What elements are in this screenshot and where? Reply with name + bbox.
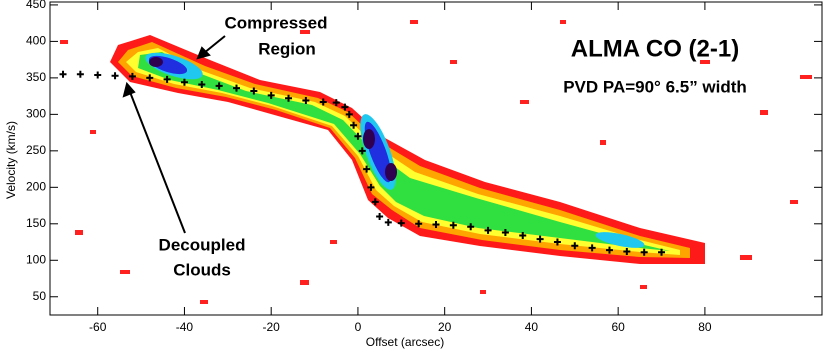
plus-marker: [180, 78, 188, 86]
x-tick-label: -40: [176, 320, 194, 334]
x-axis-label: Offset (arcsec): [366, 335, 444, 349]
plot-frame: [49, 1, 823, 316]
y-tick-label: 100: [26, 252, 46, 266]
plus-marker: [332, 99, 340, 107]
noise: [60, 20, 812, 304]
plus-marker: [285, 94, 293, 102]
x-tick-label: 20: [438, 320, 452, 334]
plus-marker: [59, 70, 67, 78]
plus-marker: [250, 87, 258, 95]
plus-marker: [371, 198, 379, 206]
plus-marker: [76, 70, 84, 78]
plus-marker: [358, 147, 366, 155]
x-tick-label: 40: [525, 320, 539, 334]
plus-marker: [449, 221, 457, 229]
y-tick-label: 200: [26, 179, 46, 193]
y-tick-label: 150: [26, 216, 46, 230]
plus-marker: [384, 218, 392, 226]
x-tick-label: 80: [698, 320, 712, 334]
annotation: Region: [258, 39, 316, 58]
annotation: PVD PA=90° 6.5” width: [563, 77, 747, 96]
plus-marker: [341, 103, 349, 111]
y-axis-label: Velocity (km/s): [4, 121, 18, 199]
plus-marker: [350, 121, 358, 129]
plus-marker: [571, 242, 579, 250]
plus-marker: [536, 235, 544, 243]
plus-marker: [432, 221, 440, 229]
plus-marker: [658, 248, 666, 256]
plus-marker: [198, 80, 206, 88]
plus-marker: [605, 246, 613, 254]
y-tick-label: 450: [26, 0, 46, 11]
plus-marker: [397, 219, 405, 227]
plus-marker: [519, 231, 527, 239]
annotation: ALMA CO (2-1): [571, 35, 739, 62]
annotation: Decoupled: [159, 235, 246, 254]
plus-marker: [367, 183, 375, 191]
plus-marker: [376, 213, 384, 221]
plus-marker: [94, 71, 102, 79]
x-tick-label: 60: [611, 320, 625, 334]
y-tick-label: 300: [26, 107, 46, 121]
annotation: Compressed: [225, 13, 328, 32]
plus-marker: [588, 244, 596, 252]
annotation: Clouds: [173, 260, 231, 279]
plus-marker: [128, 72, 136, 80]
plus-marker: [345, 110, 353, 118]
plus-marker: [163, 75, 171, 83]
plus-marker: [484, 226, 492, 234]
plus-marker: [111, 72, 119, 80]
plus-marker: [232, 84, 240, 92]
y-tick-label: 350: [26, 70, 46, 84]
plus-marker: [215, 82, 223, 90]
plus-marker: [501, 229, 509, 237]
plus-marker: [302, 96, 310, 104]
plus-marker: [640, 248, 648, 256]
plus-marker: [354, 132, 362, 140]
x-tick-label: 0: [355, 320, 362, 334]
plus-marker: [146, 74, 154, 82]
plus-marker: [319, 98, 327, 106]
plus-marker: [415, 220, 423, 228]
arrows: [122, 35, 226, 234]
plus-marker: [553, 238, 561, 246]
x-tick-label: -20: [263, 320, 281, 334]
plus-marker: [363, 165, 371, 173]
plus-marker: [467, 223, 475, 231]
x-tick-label: -60: [89, 320, 107, 334]
emission: [60, 20, 812, 304]
y-tick-label: 250: [26, 143, 46, 157]
y-tick-label: 400: [26, 34, 46, 48]
plus-marker: [623, 248, 631, 256]
plus-marker: [267, 91, 275, 99]
y-tick-label: 50: [33, 289, 47, 303]
